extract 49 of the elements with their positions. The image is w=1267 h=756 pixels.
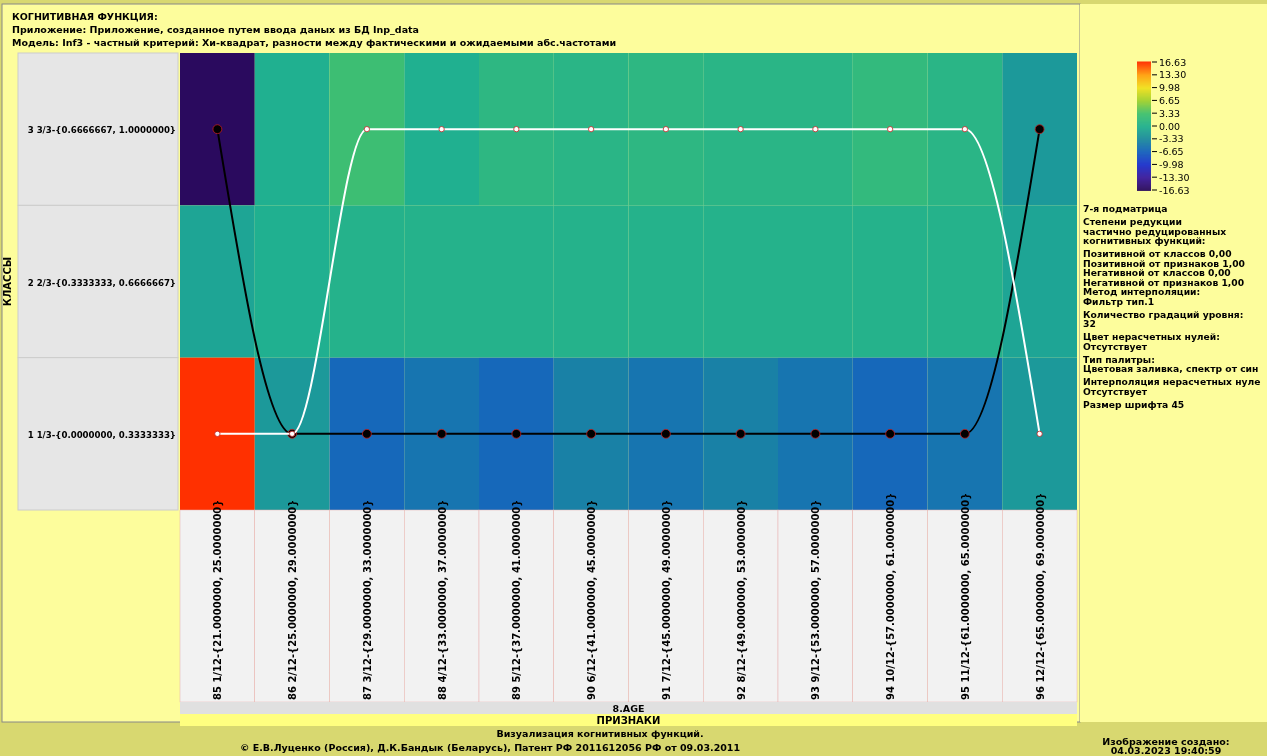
x-tick-label: 91 7/12-{45.0000000, 49.0000000} xyxy=(660,499,673,700)
text: Отсутствует xyxy=(1083,340,1148,352)
text: Модель: Inf3 - частный критерий: Хи-квадрат, разности между фактическими и ожидаемыми абс.частотами xyxy=(12,37,617,48)
color-bar-label: 6.65 xyxy=(1159,94,1181,106)
color-bar-label: 0.00 xyxy=(1159,120,1181,132)
color-bar-label: -3.33 xyxy=(1159,133,1184,145)
y-axis-title: КЛАССЫ xyxy=(2,256,13,307)
text: Количество градаций уровня: xyxy=(1083,308,1244,320)
color-bar-label: -9.98 xyxy=(1159,158,1184,170)
color-bar-label: 16.63 xyxy=(1159,56,1187,68)
x-tick-label: 85 1/12-{21.0000000, 25.0000000} xyxy=(212,499,225,700)
chart-subtitle: Приложение: Приложение, созданное путем ввода даных из БД Inp_data xyxy=(12,24,419,35)
text: Фильтр тип.1 xyxy=(1083,295,1155,307)
color-bar-label: 3.33 xyxy=(1159,107,1181,119)
y-tick-label: 1 1/3-{0.0000000, 0.3333333} xyxy=(27,429,176,440)
x-tick-label: 92 8/12-{49.0000000, 53.0000000} xyxy=(735,499,748,700)
color-bar-label: -6.65 xyxy=(1159,146,1184,158)
text: Размер шрифта 45 xyxy=(1083,398,1185,410)
y-tick-label: 2 2/3-{0.3333333, 0.6666667} xyxy=(27,277,176,288)
text: 8.AGE xyxy=(612,703,645,714)
color-bar-label: 13.30 xyxy=(1159,69,1187,81)
x-tick-label: 94 10/12-{57.0000000, 61.0000000} xyxy=(885,492,898,700)
text: Визуализация когнитивных функций. xyxy=(496,728,704,739)
x-tick-label: 90 6/12-{41.0000000, 45.0000000} xyxy=(586,499,599,700)
color-bar-label: -16.63 xyxy=(1159,184,1190,196)
text: КОГНИТИВНАЯ ФУНКЦИЯ: xyxy=(12,11,158,22)
x-tick-label: 88 4/12-{33.0000000, 37.0000000} xyxy=(436,499,449,700)
text: Позитивной от классов 0,00 xyxy=(1083,248,1232,259)
x-tick-label: 96 12/12-{65.0000000, 69.0000000} xyxy=(1034,492,1047,700)
text: Отсутствует xyxy=(1083,385,1148,397)
text: Изображение создано: xyxy=(1102,736,1230,747)
y-tick-label: 3 3/3-{0.6666667, 1.0000000} xyxy=(27,125,176,136)
text: Интерполяция нерасчетных нуле xyxy=(1083,376,1261,387)
text: 7-я подматрица xyxy=(1083,203,1168,214)
text: Степени редукции xyxy=(1083,216,1182,227)
x-tick-label: 89 5/12-{37.0000000, 41.0000000} xyxy=(511,499,524,700)
text: Негативной от признаков 1,00 xyxy=(1083,276,1245,288)
text: Тип палитры: xyxy=(1083,353,1155,365)
x-tick-label: 87 3/12-{29.0000000, 33.0000000} xyxy=(361,499,374,700)
color-bar-label: 9.98 xyxy=(1159,82,1181,94)
x-axis-title: ПРИЗНАКИ xyxy=(596,715,661,726)
text: 32 xyxy=(1083,318,1096,329)
x-tick-label: 95 11/12-{61.0000000, 65.0000000} xyxy=(959,492,972,700)
color-bar-label: -13.30 xyxy=(1159,171,1190,183)
text: Позитивной от признаков 1,00 xyxy=(1083,257,1245,269)
x-tick-label: 86 2/12-{25.0000000, 29.0000000} xyxy=(287,499,300,700)
text: © Е.В.Луценко (Россия), Д.К.Бандык (Беларусь), Патент РФ 2011612056 РФ от 09.03.2011 xyxy=(239,742,741,753)
x-tick-label: 93 9/12-{53.0000000, 57.0000000} xyxy=(810,499,823,700)
text: Цвет нерасчетных нулей: xyxy=(1083,331,1220,342)
